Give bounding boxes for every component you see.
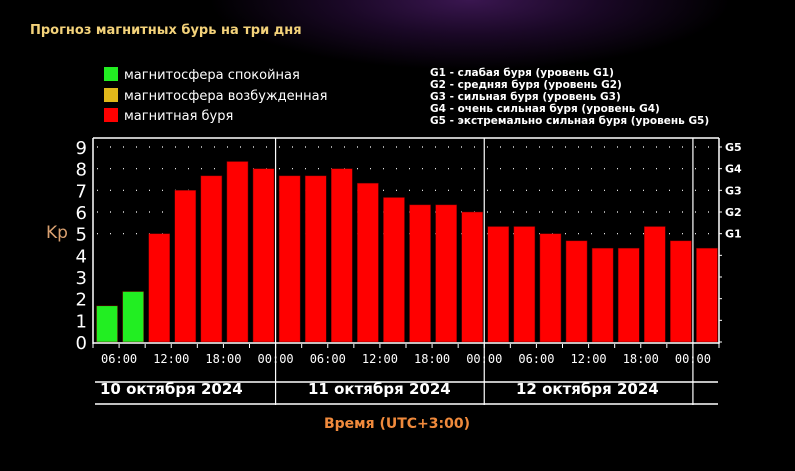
date-label: 12 октября 2024 <box>516 380 659 398</box>
bar <box>96 305 118 343</box>
bar <box>278 175 301 343</box>
y-tick-label: 6 <box>76 203 87 224</box>
y-tick-label: 7 <box>76 181 87 202</box>
date-label: 11 октября 2024 <box>308 380 451 398</box>
g-legend-4: G4 - очень сильная буря (уровень G4) <box>430 103 660 115</box>
y-axis-label: Kp <box>46 223 68 243</box>
bar <box>696 247 718 343</box>
bar <box>383 197 405 343</box>
bar <box>513 226 536 343</box>
bar <box>644 226 666 343</box>
bar <box>487 226 510 343</box>
date-label: 10 октября 2024 <box>100 380 243 398</box>
g-legend-3: G3 - сильная буря (уровень G3) <box>430 91 621 103</box>
bar <box>331 168 353 343</box>
bar <box>122 291 144 343</box>
x-tick-label: 12:00 <box>571 352 607 366</box>
x-tick-label: 06:00 <box>518 352 554 366</box>
g-tick-label: G4 <box>725 163 742 176</box>
legend-swatch-quiet <box>104 67 118 81</box>
x-tick-label: 12:00 <box>153 352 189 366</box>
g-legend-5: G5 - экстремально сильная буря (уровень … <box>430 115 709 127</box>
legend: магнитосфера спокойная магнитосфера возб… <box>104 67 327 124</box>
x-tick-label: 06:00 <box>310 352 346 366</box>
g-tick-label: G3 <box>725 184 742 197</box>
y-tick-label: 1 <box>76 311 87 332</box>
bar <box>591 247 614 343</box>
y-tick-label: 9 <box>76 138 87 159</box>
x-tick-label: 12:00 <box>362 352 398 366</box>
bar <box>252 168 275 343</box>
y-tick-label: 0 <box>76 333 87 354</box>
bar <box>409 204 431 343</box>
bar <box>148 233 171 343</box>
legend-label-active: магнитосфера возбужденная <box>124 89 327 104</box>
x-axis-label: Время (UTC+3:00) <box>324 416 470 432</box>
chart-title: Прогноз магнитных бурь на три дня <box>30 23 302 38</box>
y-tick-label: 5 <box>76 225 87 246</box>
bar <box>226 161 249 343</box>
legend-label-quiet: магнитосфера спокойная <box>124 68 300 83</box>
x-tick-label: 18:00 <box>414 352 450 366</box>
bar <box>670 240 692 343</box>
bar <box>435 204 457 343</box>
bar <box>304 175 327 343</box>
bar <box>539 233 562 343</box>
y-tick-label: 8 <box>76 160 87 181</box>
x-tick-label: 06:00 <box>101 352 137 366</box>
bar <box>357 182 379 343</box>
y-tick-label: 2 <box>76 290 87 311</box>
bar <box>565 240 588 343</box>
bar <box>461 211 483 343</box>
g-legend-1: G1 - слабая буря (уровень G1) <box>430 67 614 79</box>
g-tick-label: G2 <box>725 206 742 219</box>
g-scale-legend: G1 - слабая буря (уровень G1) G2 - средн… <box>430 67 709 127</box>
y-tick-label: 4 <box>76 246 87 267</box>
g-legend-2: G2 - средняя буря (уровень G2) <box>430 79 622 91</box>
x-tick-label: 18:00 <box>623 352 659 366</box>
bar <box>200 175 223 343</box>
y-tick-label: 3 <box>76 268 87 289</box>
legend-swatch-active <box>104 88 118 102</box>
x-tick-label: 18:00 <box>205 352 241 366</box>
g-tick-label: G5 <box>725 141 742 154</box>
legend-swatch-storm <box>104 108 118 122</box>
g-tick-label: G1 <box>725 228 742 241</box>
bar <box>174 190 197 343</box>
legend-label-storm: магнитная буря <box>124 109 233 124</box>
bar <box>617 247 640 343</box>
